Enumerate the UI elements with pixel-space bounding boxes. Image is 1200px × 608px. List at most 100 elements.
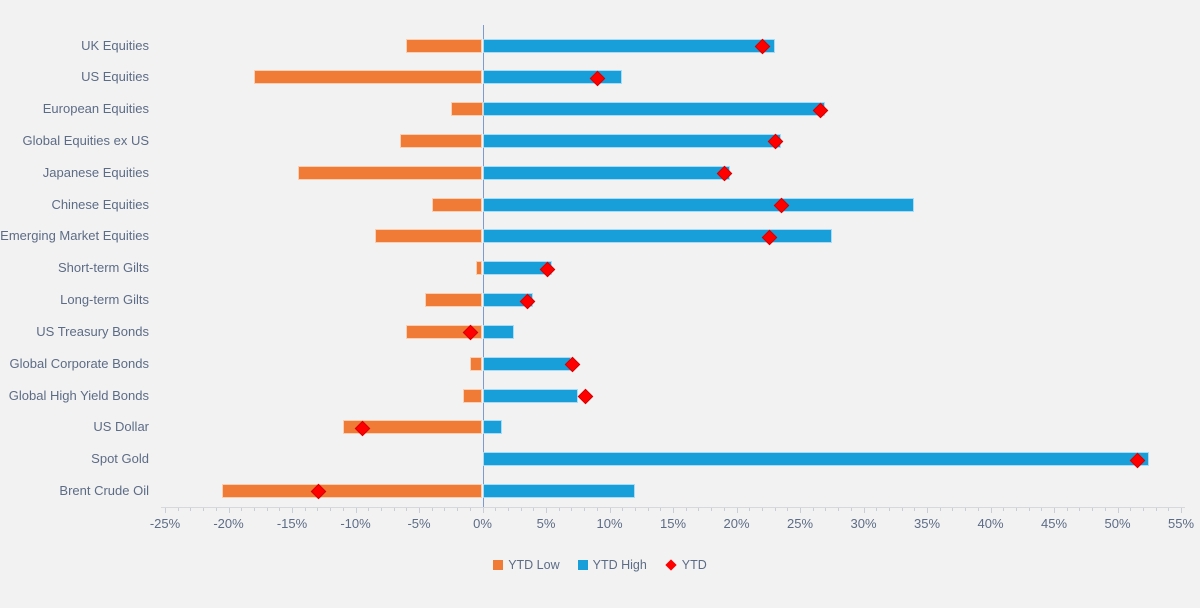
ytd-high-bar bbox=[482, 133, 781, 148]
x-axis-minor-tick bbox=[190, 508, 192, 511]
category-label: Japanese Equities bbox=[42, 164, 149, 180]
x-axis-major-tick bbox=[609, 508, 611, 513]
x-axis-major-tick bbox=[355, 508, 357, 513]
ytd-low-bar bbox=[406, 324, 483, 339]
ytd-low-bar bbox=[450, 102, 483, 117]
x-axis-minor-tick bbox=[266, 508, 268, 511]
x-axis-minor-tick bbox=[647, 508, 649, 511]
x-axis-minor-tick bbox=[1130, 508, 1132, 511]
legend: YTD Low YTD High YTD bbox=[0, 558, 1200, 572]
x-axis-minor-tick bbox=[812, 508, 814, 511]
x-axis-major-tick bbox=[927, 508, 928, 513]
x-axis-minor-tick bbox=[1028, 508, 1030, 511]
x-axis-minor-tick bbox=[393, 508, 395, 511]
ytd-low-bar bbox=[399, 133, 483, 148]
x-tick-label: 30% bbox=[850, 516, 877, 531]
x-axis-major-tick bbox=[863, 508, 865, 513]
plot-area: -25% -20% -15% -10% -5% 0% 5% 10% 15% 20% 25% 30% 35… bbox=[150, 20, 1194, 531]
x-axis-minor-tick bbox=[241, 508, 243, 511]
x-axis-minor-tick bbox=[215, 508, 217, 511]
x-tick-label: -25% bbox=[149, 516, 181, 531]
category-label: European Equities bbox=[42, 101, 149, 117]
category-label: US Dollar bbox=[93, 419, 149, 435]
x-axis-minor-tick bbox=[304, 508, 306, 511]
ytd-low-bar bbox=[342, 420, 483, 435]
x-axis-minor-tick bbox=[1142, 508, 1144, 511]
x-axis-major-tick bbox=[1181, 508, 1182, 513]
x-axis-major-tick bbox=[292, 508, 293, 513]
x-tick-label: 15% bbox=[659, 516, 687, 531]
x-tick-label: -10% bbox=[340, 516, 371, 531]
x-axis-minor-tick bbox=[774, 508, 776, 511]
ytd-low-bar bbox=[406, 38, 483, 53]
ytd-low-bar bbox=[222, 483, 483, 498]
ytd-marker bbox=[577, 388, 593, 405]
ytd-high-bar bbox=[482, 324, 515, 339]
x-axis-minor-tick bbox=[660, 508, 662, 511]
legend-square-swatch-icon bbox=[493, 560, 504, 570]
x-axis-major-tick bbox=[736, 508, 738, 513]
x-axis-minor-tick bbox=[876, 508, 878, 511]
legend-label: YTD Low bbox=[508, 558, 560, 572]
ytd-low-bar bbox=[476, 261, 483, 276]
x-axis-minor-tick bbox=[406, 508, 408, 511]
x-axis-major-tick bbox=[1054, 508, 1055, 513]
x-axis-minor-tick bbox=[1041, 508, 1043, 511]
ytd-high-bar bbox=[482, 229, 832, 244]
x-axis-minor-tick bbox=[253, 508, 255, 511]
category-label: Brent Crude Oil bbox=[59, 482, 149, 498]
x-axis-minor-tick bbox=[965, 508, 967, 511]
ytd-high-bar bbox=[482, 356, 572, 371]
category-label: US Treasury Bonds bbox=[36, 323, 149, 339]
x-axis-minor-tick bbox=[901, 508, 903, 511]
x-axis-minor-tick bbox=[888, 508, 890, 511]
category-label: Global Corporate Bonds bbox=[9, 355, 149, 371]
legend-item-ytd-low: YTD Low bbox=[493, 558, 560, 572]
x-axis-minor-tick bbox=[317, 508, 319, 511]
x-axis-minor-tick bbox=[698, 508, 700, 511]
x-axis-minor-tick bbox=[1104, 508, 1106, 511]
x-axis-minor-tick bbox=[330, 508, 332, 511]
x-axis-minor-tick bbox=[342, 508, 344, 511]
x-axis-minor-tick bbox=[431, 508, 433, 511]
category-label: Chinese Equities bbox=[51, 196, 149, 212]
x-axis-minor-tick bbox=[761, 508, 763, 511]
x-axis-major-tick bbox=[482, 508, 484, 513]
x-axis-minor-tick bbox=[469, 508, 471, 511]
x-axis-minor-tick bbox=[571, 508, 573, 511]
x-tick-label: 25% bbox=[786, 516, 814, 531]
x-axis-minor-tick bbox=[749, 508, 751, 511]
x-axis-major-tick bbox=[419, 508, 420, 513]
x-axis-minor-tick bbox=[787, 508, 789, 511]
category-axis: UK Equities US Equities European Equities G… bbox=[0, 20, 157, 508]
x-axis-minor-tick bbox=[507, 508, 509, 511]
ytd-low-bar bbox=[469, 356, 483, 371]
ytd-low-bar bbox=[463, 388, 483, 403]
ytd-high-bar bbox=[482, 197, 915, 212]
x-tick-label: 40% bbox=[977, 516, 1004, 531]
category-label: Spot Gold bbox=[91, 451, 149, 467]
ytd-low-bar bbox=[374, 229, 483, 244]
x-axis-minor-tick bbox=[711, 508, 713, 511]
x-axis-minor-tick bbox=[977, 508, 979, 511]
x-axis-minor-tick bbox=[1079, 508, 1081, 511]
x-axis-minor-tick bbox=[584, 508, 586, 511]
ytd-low-bar bbox=[431, 197, 483, 212]
x-tick-label: -15% bbox=[276, 516, 308, 531]
x-axis-minor-tick bbox=[279, 508, 281, 511]
legend-square-swatch-icon bbox=[577, 560, 588, 570]
x-tick-label: 10% bbox=[596, 516, 623, 531]
legend-item-ytd: YTD bbox=[665, 558, 707, 572]
x-axis-minor-tick bbox=[1155, 508, 1157, 511]
category-label: UK Equities bbox=[81, 37, 149, 53]
x-axis-line bbox=[161, 507, 1185, 508]
ytd-high-bar bbox=[482, 420, 502, 435]
ytd-high-bar bbox=[482, 165, 731, 180]
x-tick-label: 20% bbox=[723, 516, 750, 531]
x-axis-minor-tick bbox=[1003, 508, 1005, 511]
x-tick-label: 35% bbox=[913, 516, 941, 531]
x-axis-major-tick bbox=[546, 508, 547, 513]
x-axis-minor-tick bbox=[444, 508, 446, 511]
x-axis-minor-tick bbox=[952, 508, 954, 511]
